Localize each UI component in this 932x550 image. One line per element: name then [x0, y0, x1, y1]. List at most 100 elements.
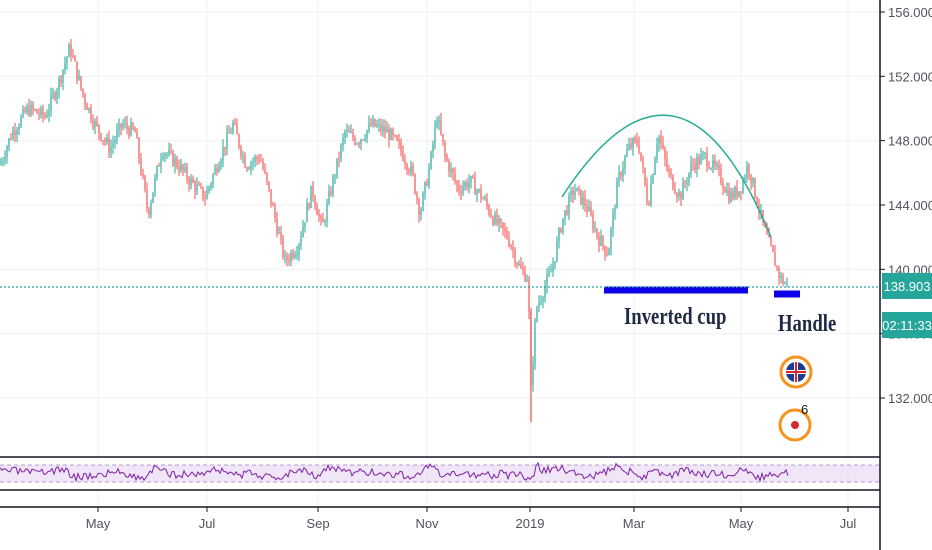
- candle-body: [494, 214, 496, 225]
- candle-body: [462, 186, 464, 193]
- candle-body: [252, 161, 254, 164]
- candle-body: [614, 208, 616, 213]
- candle-body: [144, 176, 146, 190]
- candle-body: [360, 139, 362, 145]
- candle-body: [284, 255, 286, 257]
- chart-grid: [0, 0, 880, 512]
- candle-body: [778, 267, 780, 278]
- candle-body: [762, 210, 764, 223]
- candle-body: [288, 260, 290, 262]
- x-tick-label: May: [86, 516, 111, 531]
- candle-body: [216, 167, 218, 173]
- candle-body: [36, 109, 38, 114]
- candle-body: [480, 189, 482, 199]
- candle-body: [720, 168, 722, 184]
- candle-body: [464, 182, 466, 187]
- candle-body: [62, 69, 64, 83]
- candle-body: [160, 158, 162, 167]
- candle-body: [136, 132, 138, 139]
- candle-body: [340, 144, 342, 160]
- candle-body: [212, 174, 214, 184]
- candle-body: [20, 116, 22, 127]
- candle-body: [338, 158, 340, 160]
- candle-body: [512, 247, 514, 251]
- candle-body: [484, 198, 486, 200]
- candle-body: [504, 228, 506, 231]
- candle-body: [752, 178, 754, 183]
- candle-body: [126, 122, 128, 129]
- candle-body: [356, 143, 358, 145]
- rsi-line: [0, 461, 789, 483]
- x-tick-label: Jul: [840, 516, 857, 531]
- candle-body: [400, 142, 402, 152]
- candle-body: [250, 163, 252, 169]
- candle-body: [734, 186, 736, 199]
- candle-body: [24, 109, 26, 113]
- candle-body: [538, 302, 540, 308]
- candle-body: [270, 189, 272, 205]
- candle-body: [420, 210, 422, 216]
- last-price-tag: 138.903: [882, 273, 932, 299]
- candle-body: [536, 307, 538, 321]
- candle-body: [696, 157, 698, 170]
- candle-body: [568, 195, 570, 215]
- y-tick-label: 144.000: [888, 198, 932, 213]
- candle-body: [782, 275, 784, 284]
- candle-body: [346, 130, 348, 132]
- candle-body: [72, 56, 74, 57]
- candle-body: [644, 168, 646, 185]
- candle-body: [280, 232, 282, 238]
- candle-body: [56, 90, 58, 99]
- candle-body: [74, 56, 76, 62]
- candle-body: [68, 44, 70, 58]
- candle-body: [176, 158, 178, 168]
- candle-body: [206, 189, 208, 200]
- candle-body: [506, 230, 508, 239]
- candle-body: [344, 131, 346, 138]
- uk-flag-event-icon[interactable]: [779, 355, 813, 389]
- candle-body: [106, 138, 108, 142]
- candle-body: [196, 184, 198, 192]
- candle-body: [326, 203, 328, 222]
- candle-body: [596, 228, 598, 237]
- candle-body: [602, 236, 604, 246]
- candle-body: [642, 160, 644, 169]
- candle-body: [180, 164, 182, 172]
- candle-body: [146, 189, 148, 209]
- candle-body: [684, 182, 686, 184]
- candle-body: [578, 187, 580, 190]
- candle-body: [304, 222, 306, 227]
- candle-body: [324, 221, 326, 223]
- candle-body: [544, 286, 546, 299]
- x-tick-label: Sep: [306, 516, 329, 531]
- candle-body: [158, 165, 160, 167]
- candle-body: [100, 133, 102, 141]
- candle-body: [30, 104, 32, 116]
- candle-body: [168, 150, 170, 154]
- candle-body: [198, 184, 200, 186]
- candle-body: [714, 159, 716, 166]
- candle-body: [580, 189, 582, 205]
- candle-body: [248, 168, 250, 170]
- candle-body: [60, 77, 62, 83]
- candle-body: [674, 189, 676, 194]
- candle-body: [76, 61, 78, 80]
- candle-body: [342, 137, 344, 145]
- candle-body: [472, 175, 474, 179]
- dividend-event-icon[interactable]: 6: [778, 402, 812, 442]
- handle-label: Handle: [778, 311, 837, 337]
- candle-body: [378, 123, 380, 126]
- candle-body: [82, 88, 84, 96]
- candle-body: [666, 158, 668, 170]
- event-markers[interactable]: 6: [778, 355, 813, 442]
- candle-body: [314, 196, 316, 207]
- candle-body: [448, 160, 450, 172]
- candle-body: [292, 252, 294, 258]
- candle-body: [422, 193, 424, 211]
- candle-body: [638, 143, 640, 153]
- candle-body: [570, 191, 572, 196]
- candle-body: [586, 205, 588, 212]
- candle-body: [28, 106, 30, 116]
- candle-body: [632, 138, 634, 148]
